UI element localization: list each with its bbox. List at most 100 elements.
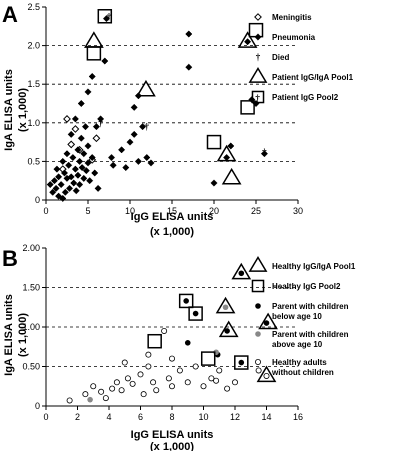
x-tick-label-6: 12 (230, 412, 240, 422)
open-diamond-point-2 (71, 125, 80, 133)
legend-marker-square (251, 90, 265, 104)
filled-diamond-point-18 (69, 153, 77, 162)
filled-diamond-point-19 (70, 179, 78, 187)
open-circle-point-26 (224, 385, 231, 392)
square-point-1 (86, 46, 102, 61)
filled-diamond-point-38 (88, 72, 96, 81)
filled-circle-point-6 (184, 340, 191, 346)
open-circle-point-27 (231, 379, 238, 386)
triangle-point-0 (231, 262, 252, 280)
legend-marker-filled-circle (255, 303, 261, 309)
filled-diamond-point-24 (74, 171, 82, 179)
open-circle-point-30 (168, 355, 175, 362)
panel-a-y-axis-title: IgA ELISA units (3, 69, 15, 151)
panel-a-x-axis-title: IgG ELISA units (131, 211, 214, 223)
filled-diamond-point-3 (52, 184, 60, 192)
open-circle-point-29 (263, 372, 270, 379)
square-point-2 (248, 22, 264, 38)
dagger-point-4: † (262, 147, 267, 157)
x-tick-label-1: 5 (85, 206, 90, 216)
filled-diamond-point-45 (102, 15, 111, 23)
panel-b-data-points (66, 262, 278, 404)
filled-diamond-point-21 (71, 165, 79, 173)
filled-diamond-point-34 (84, 88, 92, 96)
legend-label-line2: above age 10 (272, 340, 323, 349)
open-circle-point-28 (255, 367, 262, 374)
filled-diamond-point-59 (185, 63, 193, 71)
legend-item-0: Meningitis (254, 13, 312, 22)
legend-label: Patient IgG/IgA Pool1 (272, 73, 354, 82)
filled-diamond-point-12 (63, 150, 71, 158)
open-circle-point-8 (121, 359, 128, 366)
filled-diamond-point-46 (107, 153, 116, 162)
triangle-point-1 (215, 296, 236, 314)
filled-diamond-point-58 (185, 30, 193, 38)
series-open-circle (66, 327, 270, 404)
panel-b-x-axis-subtitle: (x 1,000) (150, 441, 194, 451)
x-tick-label-0: 0 (43, 206, 48, 216)
legend-marker-square (251, 279, 265, 293)
y-tick-label-2: 1.00 (22, 322, 40, 332)
legend-label: Parent with children (272, 302, 349, 311)
square-point-3 (200, 351, 216, 366)
square-point-1 (188, 306, 203, 321)
y-tick-label-0: 0 (35, 195, 40, 205)
filled-diamond-point-30 (80, 150, 88, 158)
filled-diamond-point-43 (97, 115, 105, 123)
open-circle-point-9 (124, 375, 131, 382)
panel-a-x-ticks: 0 5 10 15 20 25 30 (43, 200, 303, 216)
legend-item-4: Patient IgG Pool2 (251, 90, 339, 104)
triangle-point-3 (216, 144, 237, 162)
triangle-point-2 (237, 31, 258, 48)
open-circle-point-0 (66, 397, 73, 404)
legend-label: Pneumonia (272, 33, 316, 42)
panel-a-legend: Meningitis Pneumonia † Died Patient IgG/IgA … (248, 13, 354, 104)
open-circle-point-10 (129, 380, 136, 387)
panel-a-y-axis-subtitle: (x 1,000) (17, 88, 29, 132)
open-circle-point-13 (145, 363, 152, 370)
series-filled-circle (183, 270, 270, 366)
filled-diamond-point-28 (77, 134, 85, 142)
legend-label: Healthy adults (272, 358, 327, 367)
series-square (86, 9, 264, 150)
open-circle-point-11 (137, 371, 144, 378)
open-diamond-point-5 (92, 134, 101, 143)
y-tick-label-4: 2.00 (22, 243, 40, 253)
filled-diamond-point-37 (86, 177, 94, 185)
legend-marker-open-diamond (254, 13, 262, 21)
legend-label-line2: without children (271, 368, 334, 377)
legend-label-line2: below age 10 (272, 312, 322, 321)
square-point-3 (240, 100, 255, 115)
filled-diamond-point-53 (134, 157, 142, 165)
filled-diamond-point-22 (72, 187, 80, 195)
open-circle-point-4 (102, 395, 109, 402)
filled-diamond-point-17 (67, 173, 75, 181)
open-circle-point-5 (109, 385, 116, 392)
filled-diamond-point-40 (91, 169, 99, 177)
filled-diamond-point-6 (55, 192, 63, 200)
filled-diamond-point-9 (59, 194, 67, 203)
filled-circle-point-3 (238, 359, 245, 366)
y-tick-label-3: 1.5 (27, 79, 40, 89)
open-circle-point-21 (192, 363, 199, 370)
legend-label: Parent with children (272, 330, 349, 339)
open-circle-point-19 (176, 367, 183, 374)
series-triangle (215, 262, 278, 383)
open-circle-point-7 (118, 387, 125, 394)
dagger-point-3: † (255, 93, 260, 103)
filled-diamond-point-55 (139, 123, 147, 131)
filled-diamond-point-52 (130, 130, 138, 138)
y-tick-label-0: 0 (35, 401, 40, 411)
filled-diamond-point-14 (65, 161, 73, 169)
filled-diamond-point-51 (130, 103, 138, 111)
filled-diamond-point-47 (109, 161, 117, 169)
open-circle-point-20 (184, 379, 191, 386)
filled-diamond-point-66 (227, 142, 235, 150)
open-circle-point-18 (168, 383, 175, 390)
filled-diamond-point-35 (84, 142, 92, 150)
legend-marker-triangle (248, 66, 268, 83)
y-tick-label-2: 1.0 (27, 118, 40, 128)
